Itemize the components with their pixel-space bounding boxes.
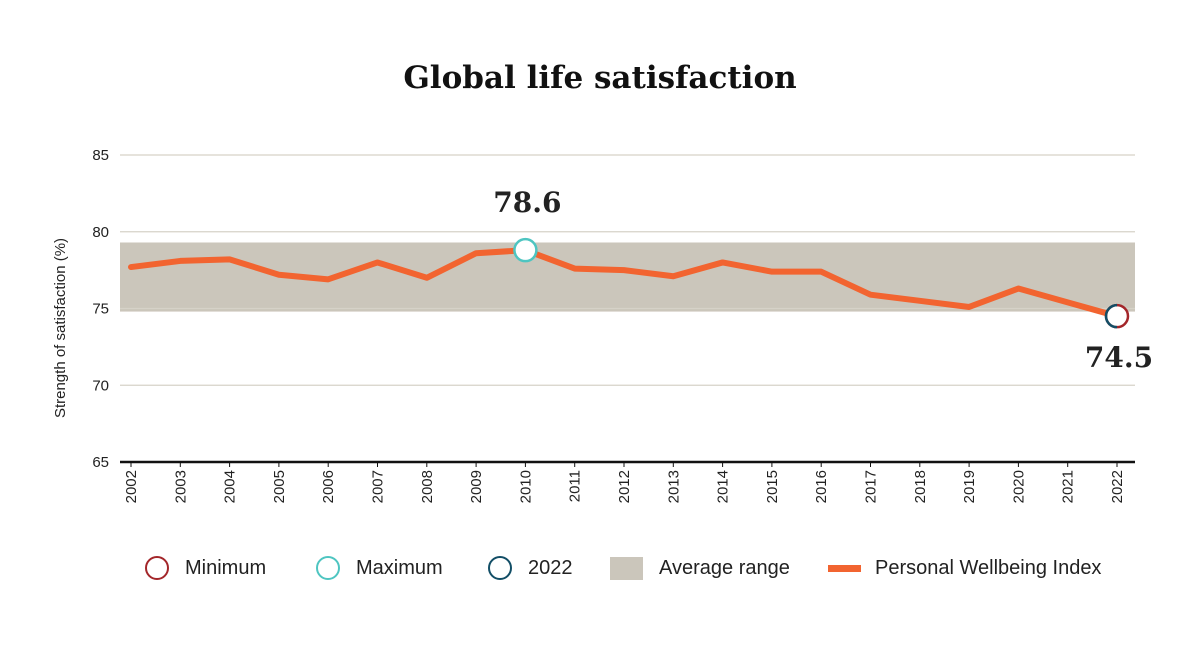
x-tick-label: 2021 xyxy=(1060,470,1077,503)
x-tick-label: 2015 xyxy=(764,470,781,503)
legend-item-minimum: Minimum xyxy=(145,548,266,588)
legend-label-minimum: Minimum xyxy=(185,556,267,579)
y-tick-label: 75 xyxy=(92,301,109,318)
legend-item-average-range: Average range xyxy=(610,548,790,588)
x-tick-label: 2018 xyxy=(912,470,929,503)
x-tick-label: 2004 xyxy=(222,470,239,503)
current-year-marker-icon xyxy=(488,556,512,580)
maximum-data-label: 78.6 xyxy=(493,186,561,219)
legend: Minimum Maximum 2022 Average range Perso… xyxy=(0,548,1200,588)
current-year-marker xyxy=(1104,303,1118,329)
legend-item-index: Personal Wellbeing Index xyxy=(828,548,1101,588)
x-tick-label: 2010 xyxy=(517,470,534,503)
x-tick-label: 2007 xyxy=(370,470,387,503)
legend-label-index: Personal Wellbeing Index xyxy=(875,556,1102,579)
chart-title: Global life satisfaction xyxy=(403,60,797,96)
x-tick-label: 2011 xyxy=(567,470,584,502)
y-tick-label: 65 xyxy=(92,454,109,471)
series-line-personal-wellbeing-index xyxy=(128,247,1120,320)
y-axis-label: Strength of satisfaction (%) xyxy=(52,238,69,418)
legend-item-maximum: Maximum xyxy=(316,548,443,588)
y-tick-label: 70 xyxy=(92,377,109,394)
x-tick-label: 2013 xyxy=(665,470,682,503)
x-tick-label: 2016 xyxy=(813,470,830,503)
x-tick-label: 2012 xyxy=(616,470,633,503)
x-tick-label: 2008 xyxy=(419,470,436,503)
y-tick-label: 85 xyxy=(92,147,109,164)
y-tick-label: 80 xyxy=(92,224,109,241)
x-tick-label: 2005 xyxy=(271,470,288,503)
current-data-label: 74.5 xyxy=(1085,341,1153,374)
legend-item-2022: 2022 xyxy=(488,548,573,588)
line-chart: 65 70 75 80 85 2002 2003 2004 2005 2006 2007 2008 20… xyxy=(52,147,1153,503)
x-tick-label: 2014 xyxy=(715,470,732,503)
x-tick-label: 2019 xyxy=(961,470,978,503)
x-tick-label: 2002 xyxy=(123,470,140,503)
maximum-marker-icon xyxy=(316,556,340,580)
x-tick-label: 2017 xyxy=(863,470,880,503)
x-tick-label: 2022 xyxy=(1109,470,1126,503)
legend-label-maximum: Maximum xyxy=(356,556,443,579)
x-tick-label: 2009 xyxy=(468,470,485,503)
x-tick-label: 2006 xyxy=(320,470,337,503)
minimum-marker-icon xyxy=(145,556,169,580)
x-tick-label: 2003 xyxy=(172,470,189,503)
legend-label-2022: 2022 xyxy=(528,556,573,579)
maximum-marker xyxy=(513,237,538,263)
average-range-swatch-icon xyxy=(610,556,643,580)
x-tick-label: 2020 xyxy=(1010,470,1027,503)
legend-label-average-range: Average range xyxy=(659,556,790,579)
line-swatch-icon xyxy=(828,564,861,572)
